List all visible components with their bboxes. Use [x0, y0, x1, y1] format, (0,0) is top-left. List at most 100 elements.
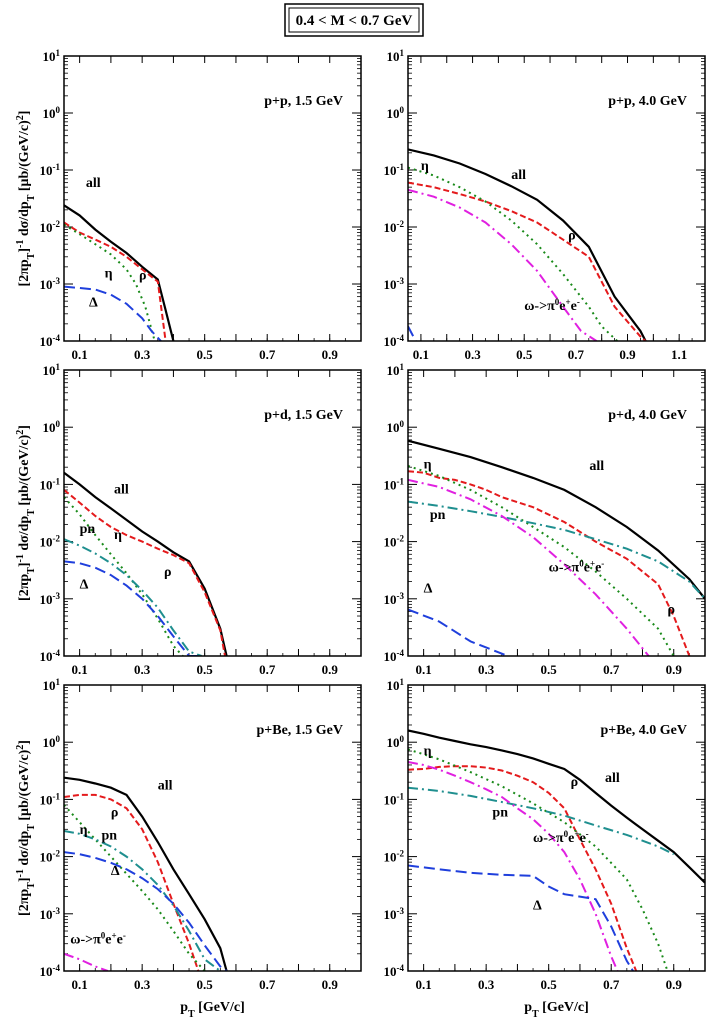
- curve-label-pn: pn: [492, 806, 508, 821]
- y-axis-label: [2πpT]-1 dσ/dpT [μb/(GeV/c)2]: [15, 111, 37, 287]
- curve-label-delta: Δ: [80, 578, 89, 593]
- series-line-delta: [408, 325, 417, 341]
- y-axis-label: [2πpT]-1 dσ/dpT [μb/(GeV/c)2]: [15, 740, 37, 916]
- curve-label-eta: η: [105, 267, 113, 282]
- curve-label-rho: ρ: [139, 268, 147, 283]
- series-line-delta: [408, 864, 634, 971]
- series-line-eta: [408, 465, 675, 656]
- curve-label-all: all: [589, 459, 604, 474]
- curve-label-eta: η: [114, 528, 122, 543]
- curve-label-pn: pn: [102, 828, 118, 843]
- x-tick-label: 0.3: [134, 347, 151, 362]
- curve-label-eta: η: [421, 159, 429, 174]
- curve-label-rho: ρ: [667, 603, 675, 618]
- x-tick-label: 0.9: [322, 347, 339, 362]
- series-group: [408, 148, 647, 341]
- x-tick-label: 0.5: [516, 347, 533, 362]
- curve-label-all: all: [158, 778, 173, 793]
- series-line-all: [64, 204, 175, 341]
- series-line-delta: [64, 851, 228, 971]
- panel-title: p+p, 4.0 GeV: [608, 94, 687, 109]
- plot-frame: [63, 369, 362, 657]
- x-tick-label: 0.5: [197, 347, 214, 362]
- curve-label-omega: ω->π0e+e-: [533, 829, 589, 846]
- curve-label-pn: pn: [80, 522, 96, 537]
- series-line-omega: [64, 952, 109, 971]
- curve-label-eta: η: [424, 744, 432, 759]
- x-tick-label: 0.7: [568, 347, 585, 362]
- series-line-omega: [408, 761, 619, 971]
- panel-title: p+p, 1.5 GeV: [264, 94, 343, 109]
- x-tick-label: 0.5: [197, 977, 214, 992]
- series-group: [64, 776, 228, 971]
- series-line-rho: [64, 793, 200, 971]
- x-tick-label: 0.5: [541, 662, 558, 677]
- x-tick-label: 0.1: [416, 662, 432, 677]
- x-tick-label: 0.1: [413, 347, 429, 362]
- x-tick-label: 0.9: [322, 977, 339, 992]
- curve-label-all: all: [114, 482, 129, 497]
- plot-frame: [63, 55, 362, 342]
- curve-label-omega: ω->π0e+e-: [549, 559, 605, 576]
- curve-label-eta: η: [80, 823, 88, 838]
- series-group: [64, 471, 228, 656]
- series-line-all: [408, 148, 647, 341]
- header-frame: [284, 3, 424, 37]
- curve-label-all: all: [511, 168, 526, 183]
- series-line-all: [64, 471, 228, 656]
- x-tick-label: 0.1: [72, 347, 88, 362]
- curve-label-omega: ω->π0e+e-: [70, 931, 126, 948]
- series-line-delta: [64, 285, 162, 341]
- panel-title: p+Be, 4.0 GeV: [600, 723, 687, 738]
- series-line-rho: [408, 765, 638, 971]
- x-tick-label: 0.3: [478, 662, 495, 677]
- plot-frame: [407, 369, 706, 657]
- series-group: [408, 439, 705, 656]
- series-line-all: [64, 776, 228, 971]
- x-axis-label: pT [GeV/c]: [524, 1000, 589, 1020]
- x-tick-label: 0.3: [134, 977, 151, 992]
- x-tick-label: 0.9: [666, 977, 683, 992]
- series-line-eta: [64, 496, 184, 656]
- curve-label-omega: ω->π0e+e-: [524, 297, 580, 314]
- series-line-delta: [408, 608, 509, 656]
- x-tick-label: 0.9: [666, 662, 683, 677]
- curve-label-rho: ρ: [111, 806, 119, 821]
- curve-label-delta: Δ: [533, 898, 542, 913]
- series-group: [408, 729, 705, 971]
- series-line-all: [408, 729, 705, 884]
- plot-frame: [407, 55, 706, 342]
- series-line-delta: [64, 560, 199, 656]
- x-tick-label: 0.9: [322, 662, 339, 677]
- x-tick-label: 0.5: [197, 662, 214, 677]
- series-line-rho: [64, 221, 167, 341]
- x-axis-label: pT [GeV/c]: [180, 1000, 245, 1020]
- curve-label-delta: Δ: [89, 296, 98, 311]
- plot-frame: [407, 684, 706, 972]
- x-tick-label: 0.1: [72, 662, 88, 677]
- panel-title: p+d, 1.5 GeV: [264, 408, 343, 423]
- header-title: 0.4 < M < 0.7 GeV: [296, 13, 413, 29]
- x-tick-label: 0.1: [416, 977, 432, 992]
- x-tick-label: 0.7: [259, 347, 276, 362]
- panel-title: p+d, 4.0 GeV: [608, 408, 687, 423]
- curve-label-all: all: [86, 176, 101, 191]
- curve-label-delta: Δ: [111, 864, 120, 879]
- series-line-eta: [408, 748, 669, 971]
- curve-label-eta: η: [424, 457, 432, 472]
- series-line-rho: [64, 489, 226, 656]
- x-tick-label: 0.9: [619, 347, 636, 362]
- x-tick-label: 0.7: [259, 662, 276, 677]
- x-tick-label: 0.7: [603, 977, 620, 992]
- series-line-pn: [64, 830, 221, 971]
- x-tick-label: 0.3: [478, 977, 495, 992]
- header-box: 0.4 < M < 0.7 GeV: [284, 3, 424, 37]
- curve-label-rho: ρ: [568, 229, 576, 244]
- x-tick-label: 0.5: [541, 977, 558, 992]
- panel-title: p+Be, 1.5 GeV: [256, 723, 343, 738]
